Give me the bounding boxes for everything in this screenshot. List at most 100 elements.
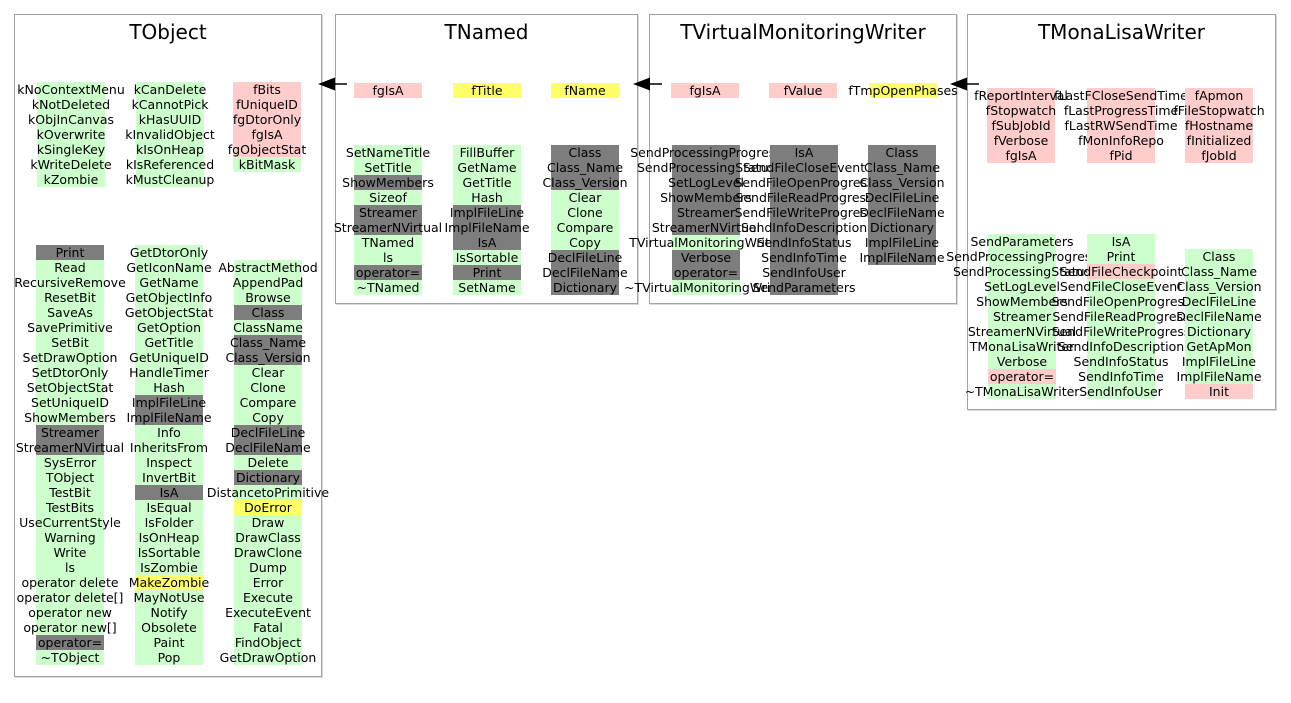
method-label: Dictionary (1185, 324, 1253, 339)
inheritance-arrow-tnamed-to-tobject (317, 76, 347, 96)
method-label: Copy (234, 410, 302, 425)
class-title: TVirtualMonitoringWriter (680, 20, 926, 44)
member-label: fPid (1087, 148, 1155, 163)
member-label: kSingleKey (36, 142, 106, 157)
method-label: InheritsFrom (129, 440, 209, 455)
method-label: DistancetoPrimitive (206, 485, 330, 500)
method-label: DrawClass (234, 530, 302, 545)
method-label: Sizeof (354, 190, 422, 205)
method-label: ShowMembers (976, 294, 1068, 309)
method-label: Copy (551, 235, 619, 250)
method-label: IsA (1087, 234, 1155, 249)
method-label: TestBits (36, 500, 104, 515)
member-label: fgIsA (987, 148, 1055, 163)
method-label: IsA (135, 485, 203, 500)
method-label: SendInfoStatus (756, 235, 852, 250)
method-label: Paint (135, 635, 203, 650)
method-label: GetTitle (135, 335, 203, 350)
method-label: ImplFileLine (864, 235, 940, 250)
method-label: SetName (453, 280, 521, 295)
method-label: Streamer (36, 425, 104, 440)
method-label: SendFileReadProgress (1052, 309, 1190, 324)
method-label: Notify (135, 605, 203, 620)
method-label: Class_Version (225, 350, 311, 365)
method-label: SendParameters (752, 280, 856, 295)
method-label: operator= (672, 265, 740, 280)
method-label: SaveAs (36, 305, 104, 320)
class-title: TObject (129, 20, 207, 44)
member-label: fUniqueID (233, 97, 301, 112)
method-label: ShowMembers (342, 175, 434, 190)
method-label: TNamed (354, 235, 422, 250)
member-label: fReportInterval (974, 88, 1068, 103)
method-label: Class (1185, 249, 1253, 264)
method-label: ~TMonaLisaWriter (964, 384, 1080, 399)
method-label: SendFileCloseEvent (1059, 279, 1183, 294)
method-label: Dictionary (551, 280, 619, 295)
method-label: Dictionary (234, 470, 302, 485)
method-label: TObject (36, 470, 104, 485)
member-label: fLastRWSendTime (1064, 118, 1178, 133)
method-label: Class_Version (859, 175, 945, 190)
method-label: Print (1087, 249, 1155, 264)
class-title: TMonaLisaWriter (1037, 20, 1206, 44)
member-label: fgIsA (233, 127, 301, 142)
method-label: SendInfoTime (1078, 369, 1164, 384)
method-label: ResetBit (36, 290, 104, 305)
method-label: GetUniqueID (129, 350, 209, 365)
method-label: Print (36, 245, 104, 260)
method-label: Clone (234, 380, 302, 395)
method-label: SetDrawOption (22, 350, 118, 365)
method-label: MayNotUse (133, 590, 205, 605)
method-label: SendFileCheckpoint (1059, 264, 1183, 279)
method-label: AppendPad (232, 275, 304, 290)
method-label: Clear (234, 365, 302, 380)
method-label: ~TObject (36, 650, 104, 665)
method-label: GetIconName (126, 260, 212, 275)
method-label: DeclFileLine (864, 190, 940, 205)
method-label: Streamer (354, 205, 422, 220)
method-label: Write (36, 545, 104, 560)
method-label: MakeZombie (128, 575, 210, 590)
method-label: ImplFileName (859, 250, 945, 265)
method-label: SendProcessingProgress (630, 145, 782, 160)
member-label: kNoContextMenu (17, 82, 125, 97)
method-label: DeclFileLine (547, 250, 623, 265)
method-label: SendProcessingStatus (952, 264, 1092, 279)
method-label: ImplFileName (444, 220, 530, 235)
method-label: Pop (135, 650, 203, 665)
method-label: ls (354, 250, 422, 265)
member-label: fTmpOpenPhases (848, 83, 958, 98)
method-label: DeclFileName (1176, 309, 1262, 324)
method-label: FillBuffer (453, 145, 521, 160)
method-label: SendInfoUser (762, 265, 846, 280)
method-label: GetObjectInfo (125, 290, 213, 305)
member-label: kIsReferenced (125, 157, 215, 172)
method-label: SendParameters (970, 234, 1074, 249)
method-label: ExecuteEvent (225, 605, 311, 620)
method-label: SendInfoDescription (740, 220, 868, 235)
method-label: operator delete (21, 575, 119, 590)
method-label: IsA (453, 235, 521, 250)
method-label: FindObject (234, 635, 302, 650)
method-label: ShowMembers (24, 410, 116, 425)
member-label: fInitialized (1185, 133, 1253, 148)
method-label: Compare (234, 395, 302, 410)
method-label: SendFileWriteProgress (734, 205, 874, 220)
method-label: Verbose (988, 354, 1056, 369)
method-label: ImplFileLine (449, 205, 525, 220)
method-label: Obsolete (135, 620, 203, 635)
method-label: ImplFileName (126, 410, 212, 425)
inheritance-arrow-tvmw-to-tnamed (632, 76, 662, 96)
method-label: GetName (453, 160, 521, 175)
member-label: kNotDeleted (31, 97, 111, 112)
method-label: TMonaLisaWriter (969, 339, 1075, 354)
method-label: SysError (36, 455, 104, 470)
method-label: Error (234, 575, 302, 590)
method-label: Verbose (672, 250, 740, 265)
method-label: GetObjectStat (124, 305, 214, 320)
method-label: Browse (234, 290, 302, 305)
method-label: SendInfoUser (1079, 384, 1163, 399)
method-label: Print (453, 265, 521, 280)
